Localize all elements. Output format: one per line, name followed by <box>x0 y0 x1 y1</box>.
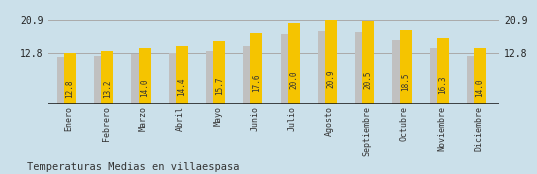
Bar <box>64 53 76 104</box>
Text: 14.4: 14.4 <box>177 78 186 96</box>
Text: 12.8: 12.8 <box>66 80 75 98</box>
Bar <box>243 46 255 104</box>
Text: 20.9: 20.9 <box>326 70 336 88</box>
Text: 13.2: 13.2 <box>103 79 112 98</box>
Bar <box>206 51 218 104</box>
Text: 17.6: 17.6 <box>252 74 261 92</box>
Text: 16.3: 16.3 <box>438 75 447 94</box>
Bar <box>213 41 225 104</box>
Bar <box>101 51 113 104</box>
Bar <box>57 57 69 104</box>
Text: 14.0: 14.0 <box>140 78 149 97</box>
Text: 18.5: 18.5 <box>401 73 410 91</box>
Bar <box>437 38 449 104</box>
Bar <box>430 48 441 104</box>
Text: Temperaturas Medias en villaespasa: Temperaturas Medias en villaespasa <box>27 162 240 172</box>
Bar <box>355 32 367 104</box>
Text: 20.5: 20.5 <box>364 70 373 89</box>
Bar <box>362 21 374 104</box>
Bar <box>400 30 411 104</box>
Bar <box>467 56 479 104</box>
Bar <box>393 40 404 104</box>
Bar <box>250 33 263 104</box>
Bar <box>288 23 300 104</box>
Bar <box>318 31 330 104</box>
Bar <box>94 56 106 104</box>
Bar <box>325 20 337 104</box>
Bar <box>280 34 293 104</box>
Bar <box>474 48 486 104</box>
Bar <box>176 46 188 104</box>
Text: 14.0: 14.0 <box>476 78 484 97</box>
Bar <box>139 48 150 104</box>
Bar <box>132 54 143 104</box>
Text: 15.7: 15.7 <box>215 76 223 95</box>
Bar <box>169 53 180 104</box>
Text: 20.0: 20.0 <box>289 71 298 89</box>
